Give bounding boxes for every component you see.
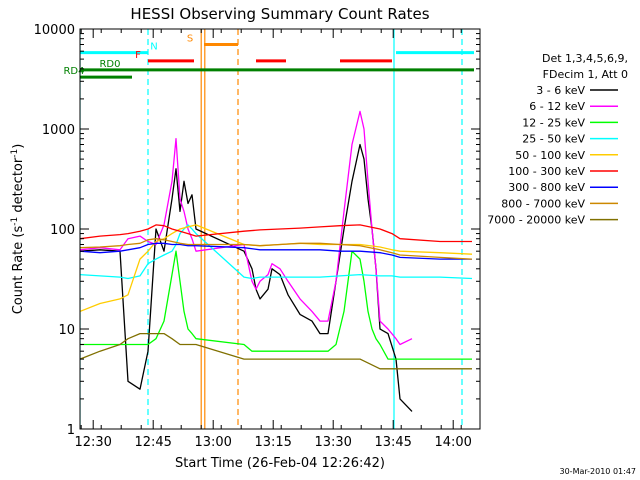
chart-title: HESSI Observing Summary Count Rates (130, 5, 429, 23)
x-tick-label: 12:45 (134, 435, 171, 450)
y-tick-label: 1000 (42, 123, 75, 138)
x-tick-label: 13:15 (254, 435, 291, 450)
series-line-2 (80, 250, 472, 360)
legend-label: 3 - 6 keV (536, 84, 585, 97)
flag-label: RD4 (63, 66, 84, 77)
y-axis-label: Count Rate (s-1 detector-1) (10, 144, 26, 315)
x-tick-label: 13:45 (374, 435, 411, 450)
legend-label: 7000 - 20000 keV (487, 214, 585, 227)
plot-area: N S F RD0 RD4 (63, 28, 481, 430)
x-tick-label: 12:30 (74, 435, 111, 450)
legend-label: 300 - 800 keV (508, 181, 585, 194)
legend-label: 25 - 50 keV (522, 133, 585, 146)
y-axis: 1 10 100 1000 10000 (34, 23, 480, 438)
legend-label: 100 - 300 keV (508, 165, 585, 178)
x-axis-label: Start Time (26-Feb-04 12:26:42) (175, 456, 385, 471)
legend-label: 12 - 25 keV (522, 116, 585, 129)
footer-date: 30-Mar-2010 01:47 (560, 467, 637, 476)
series-line-4 (80, 224, 473, 313)
flag-label: RD0 (99, 59, 120, 70)
series-line-6 (80, 242, 472, 260)
series-line-5 (80, 224, 472, 243)
series-line-3 (80, 224, 473, 280)
x-axis: 12:30 12:45 13:00 13:15 13:30 13:45 14:00 (74, 29, 472, 450)
legend-label: 50 - 100 keV (515, 149, 585, 162)
series-line-8 (80, 332, 472, 370)
legend-label: 800 - 7000 keV (501, 197, 585, 210)
series-line-1 (80, 110, 413, 346)
flag-label: S (187, 33, 193, 44)
flag-label: N (150, 42, 157, 53)
x-tick-label: 13:00 (194, 435, 231, 450)
y-tick-label: 1 (67, 423, 75, 438)
series-line-7 (80, 238, 473, 260)
legend-label: 6 - 12 keV (529, 100, 585, 113)
legend: Det 1,3,4,5,6,9, FDecim 1, Att 0 3 - 6 k… (487, 52, 628, 227)
y-tick-label: 100 (50, 223, 75, 238)
legend-header-line-1: Det 1,3,4,5,6,9, (542, 52, 628, 65)
y-tick-label: 10 (58, 323, 75, 338)
legend-header-line-2: FDecim 1, Att 0 (543, 68, 628, 81)
y-tick-label: 10000 (34, 23, 75, 38)
flag-label: F (135, 50, 141, 61)
x-tick-label: 13:30 (314, 435, 351, 450)
x-tick-label: 14:00 (434, 435, 471, 450)
